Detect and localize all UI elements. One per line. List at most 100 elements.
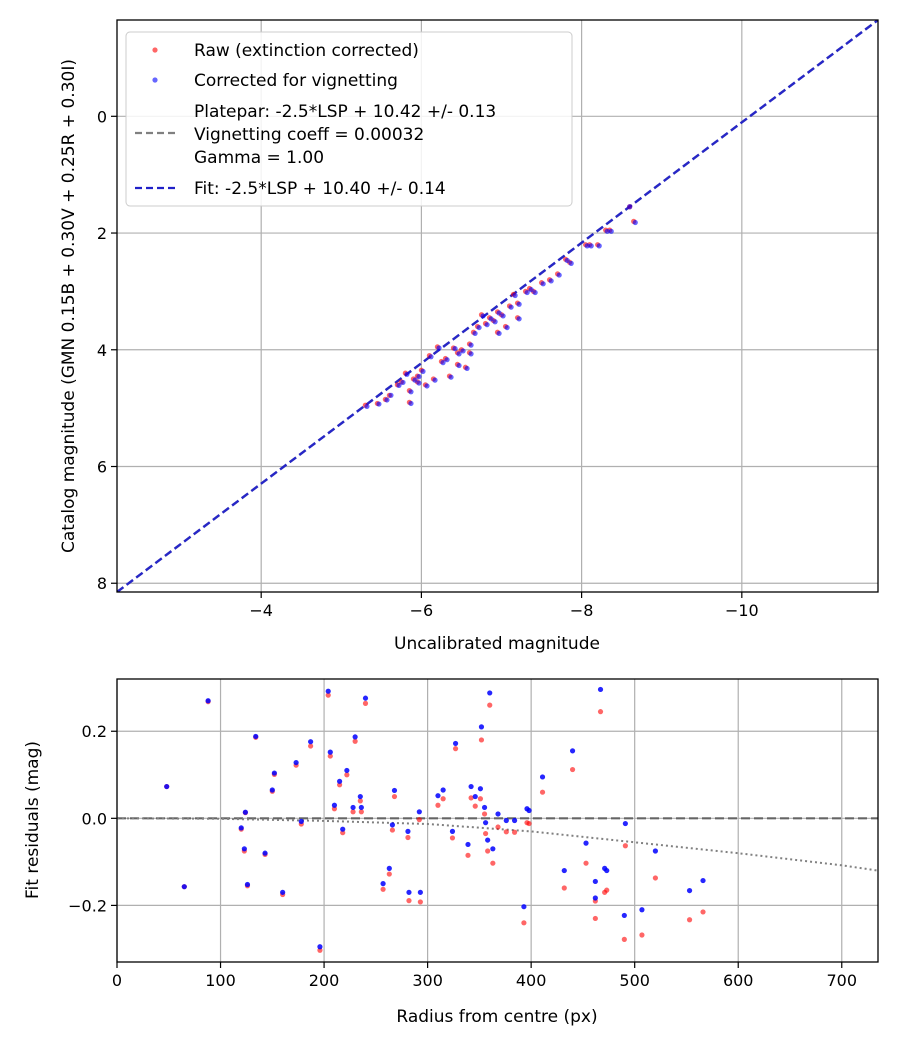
legend-box [125,31,573,207]
raw-residual-point [327,753,333,759]
corrected-residual-point [416,809,422,815]
bottom-chart-points [164,686,706,953]
corrected-residual-point [241,846,247,852]
c2-ytick-label: −0.2 [68,896,107,915]
corrected-point [468,351,474,357]
raw-residual-point [350,809,356,815]
legend-raw-label: Raw (extinction corrected) [194,41,419,61]
corrected-point [384,397,390,403]
corrected-point [627,204,633,210]
raw-residual-point [358,809,364,815]
corrected-residual-point [380,881,386,887]
c2-xtick-label: 100 [205,971,236,990]
corrected-residual-point [327,749,333,755]
raw-residual-point [357,798,363,804]
c1-xtick-label: −8 [570,601,594,620]
bottom-chart-ticks: 0 100 200 300 400 500 600 700 −0.2 0.0 0.2 [68,722,857,990]
corrected-point [468,342,474,348]
corrected-point [548,278,554,284]
corrected-residual-point [331,802,338,808]
corrected-residual-point [449,828,456,834]
corrected-residual-point [592,878,598,885]
raw-residual-point [352,738,358,744]
legend-platepar-line-2: Vignetting coeff = 0.00032 [194,125,424,145]
corrected-residual-point [362,695,369,701]
corrected-point [364,403,370,409]
corrected-point [460,348,466,354]
corrected-point [568,260,574,266]
raw-residual-point [386,871,392,877]
corrected-point [500,313,506,319]
corrected-residual-point [164,783,170,790]
corrected-residual-point [391,787,398,794]
corrected-residual-point [700,877,706,884]
raw-residual-point [482,830,489,837]
raw-residual-point [452,746,459,752]
corrected-residual-point [485,837,491,843]
corrected-residual-point [357,793,363,800]
c2-xtick-label: 600 [723,971,754,990]
corrected-point [596,243,602,249]
corrected-residual-point [622,820,628,827]
c2-ytick-label: 0.0 [82,809,107,828]
corrected-residual-point [503,817,509,824]
raw-residual-point [495,824,501,830]
raw-residual-point [465,852,471,858]
raw-residual-point [406,898,412,904]
corrected-residual-point [242,809,248,815]
corrected-point [516,301,522,307]
top-chart-ylabel: Catalog magnitude (GMN 0.15B + 0.30V + 0… [59,59,79,553]
raw-residual-point [622,843,628,849]
raw-residual-point [485,848,491,854]
corrected-point [444,357,450,363]
corrected-point [436,345,442,351]
corrected-point [480,313,486,319]
corrected-point [496,330,502,337]
raw-residual-point [435,802,441,808]
corrected-residual-point [435,793,441,799]
raw-residual-point [389,827,396,833]
corrected-residual-point [482,820,489,826]
raw-residual-point [487,702,493,708]
corrected-point [516,316,522,322]
corrected-residual-point [539,774,546,780]
corrected-point [456,362,462,369]
corrected-residual-point [639,907,645,913]
corrected-residual-point [465,841,471,848]
raw-residual-point [569,766,576,773]
raw-residual-point [380,886,386,892]
corrected-residual-point [325,688,331,694]
corrected-point [528,287,534,293]
corrected-residual-point [561,867,567,874]
corrected-residual-point [452,740,459,747]
corrected-residual-point [478,724,485,730]
corrected-point [396,382,402,388]
top-chart-frame [116,19,879,593]
corrected-point [492,319,498,325]
corrected-residual-point [262,850,268,856]
corrected-point [376,401,382,407]
raw-residual-point [391,793,398,800]
raw-residual-point [686,917,693,923]
corrected-residual-point [352,734,358,740]
corrected-residual-point [406,889,412,895]
bottom-chart-ylabel: Fit residuals (mag) [23,741,43,899]
top-chart-fit-lines [117,20,878,592]
corrected-residual-point [317,944,323,950]
corrected-point [604,228,610,234]
magnitude-calibration-chart: −4 −6 −8 −10 0 2 4 6 8 Uncalibrated magnitude Ca… [59,19,879,654]
raw-residual-point [521,920,527,926]
corrected-residual-point [487,690,493,696]
corrected-point [420,368,426,374]
corrected-point [524,289,530,296]
raw-residual-point [511,829,518,835]
c2-xtick-label: 200 [309,971,340,990]
corrected-point [608,228,614,234]
legend-raw-marker [152,47,158,53]
bottom-chart-reference-lines [117,817,878,872]
corrected-residual-point [269,787,275,793]
raw-residual-point [597,709,604,715]
raw-residual-point [539,789,546,795]
corrected-point [412,377,418,383]
raw-residual-point [344,772,350,778]
